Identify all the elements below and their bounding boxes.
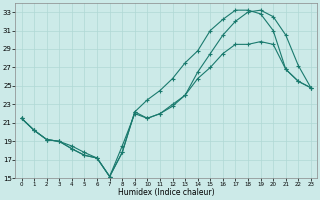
X-axis label: Humidex (Indice chaleur): Humidex (Indice chaleur): [118, 188, 214, 197]
